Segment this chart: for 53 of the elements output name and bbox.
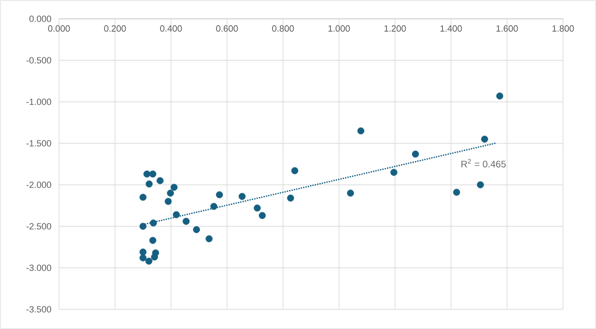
point bbox=[140, 222, 146, 230]
y-tick-label: -3.000 bbox=[26, 264, 52, 271]
y-tick-label: -2.000 bbox=[26, 182, 52, 188]
y-tick-label: -3.500 bbox=[26, 306, 52, 312]
y-tick-label: -1.000 bbox=[26, 98, 52, 105]
point bbox=[166, 190, 174, 197]
point bbox=[145, 258, 152, 265]
x-tick-label: 0.000 bbox=[48, 25, 70, 32]
y-tick-label: -1.500 bbox=[26, 140, 52, 146]
x-tick-label: 1.400 bbox=[440, 25, 462, 32]
point bbox=[170, 184, 178, 191]
y-tick-label: -0.500 bbox=[26, 57, 52, 64]
point bbox=[146, 180, 153, 188]
point bbox=[291, 167, 298, 174]
point bbox=[172, 211, 180, 218]
point bbox=[140, 194, 146, 201]
y-tick-label: 0.000 bbox=[29, 16, 52, 22]
point bbox=[150, 254, 158, 260]
point bbox=[412, 150, 419, 158]
point bbox=[150, 219, 157, 226]
point bbox=[210, 202, 218, 210]
point bbox=[357, 127, 364, 134]
point bbox=[258, 212, 266, 219]
x-tick-label: 0.200 bbox=[104, 25, 126, 32]
point bbox=[346, 190, 354, 197]
point bbox=[140, 254, 146, 262]
point bbox=[254, 204, 261, 212]
point bbox=[140, 248, 146, 256]
point bbox=[143, 170, 150, 178]
x-tick-label: 1.800 bbox=[552, 25, 574, 32]
point bbox=[192, 226, 200, 234]
point bbox=[182, 218, 190, 225]
point bbox=[476, 181, 484, 188]
annotation: R$^{2}$ = 0.465 bbox=[461, 158, 506, 168]
point bbox=[164, 198, 172, 205]
point bbox=[216, 191, 223, 198]
point bbox=[206, 235, 213, 242]
point bbox=[496, 92, 504, 100]
point bbox=[453, 188, 460, 196]
point bbox=[238, 192, 246, 200]
point bbox=[481, 136, 488, 143]
point bbox=[287, 194, 294, 202]
x-tick-label: 1.000 bbox=[328, 25, 350, 32]
x-tick-label: 0.600 bbox=[216, 25, 238, 32]
x-tick-label: 0.800 bbox=[272, 25, 294, 32]
x-tick-label: 1.600 bbox=[496, 25, 518, 32]
point bbox=[156, 177, 164, 184]
point bbox=[149, 170, 156, 178]
x-tick-label: 1.200 bbox=[384, 25, 406, 32]
y-tick-label: -2.500 bbox=[26, 223, 52, 230]
point bbox=[390, 168, 398, 176]
x-tick-label: 0.400 bbox=[160, 25, 182, 32]
point bbox=[149, 236, 156, 244]
